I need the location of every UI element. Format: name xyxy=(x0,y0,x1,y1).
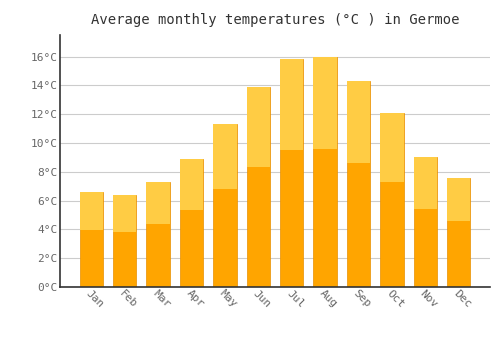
Title: Average monthly temperatures (°C ) in Germoe: Average monthly temperatures (°C ) in Ge… xyxy=(91,13,459,27)
Bar xyxy=(180,159,203,287)
Bar xyxy=(314,57,337,149)
Bar xyxy=(347,81,370,163)
Bar xyxy=(414,158,437,287)
Bar xyxy=(447,177,470,221)
Bar xyxy=(146,182,170,287)
Bar xyxy=(314,57,337,287)
Bar xyxy=(246,87,270,167)
Bar xyxy=(213,124,236,189)
Bar xyxy=(347,81,370,287)
Bar xyxy=(447,177,470,287)
Bar xyxy=(280,60,303,287)
Bar xyxy=(380,113,404,287)
Bar xyxy=(80,192,103,230)
Bar xyxy=(180,159,203,210)
Bar xyxy=(380,113,404,182)
Bar xyxy=(80,192,103,287)
Bar xyxy=(146,182,170,224)
Bar xyxy=(113,195,136,232)
Bar xyxy=(246,87,270,287)
Bar xyxy=(113,195,136,287)
Bar xyxy=(280,60,303,150)
Bar xyxy=(213,124,236,287)
Bar xyxy=(414,158,437,209)
